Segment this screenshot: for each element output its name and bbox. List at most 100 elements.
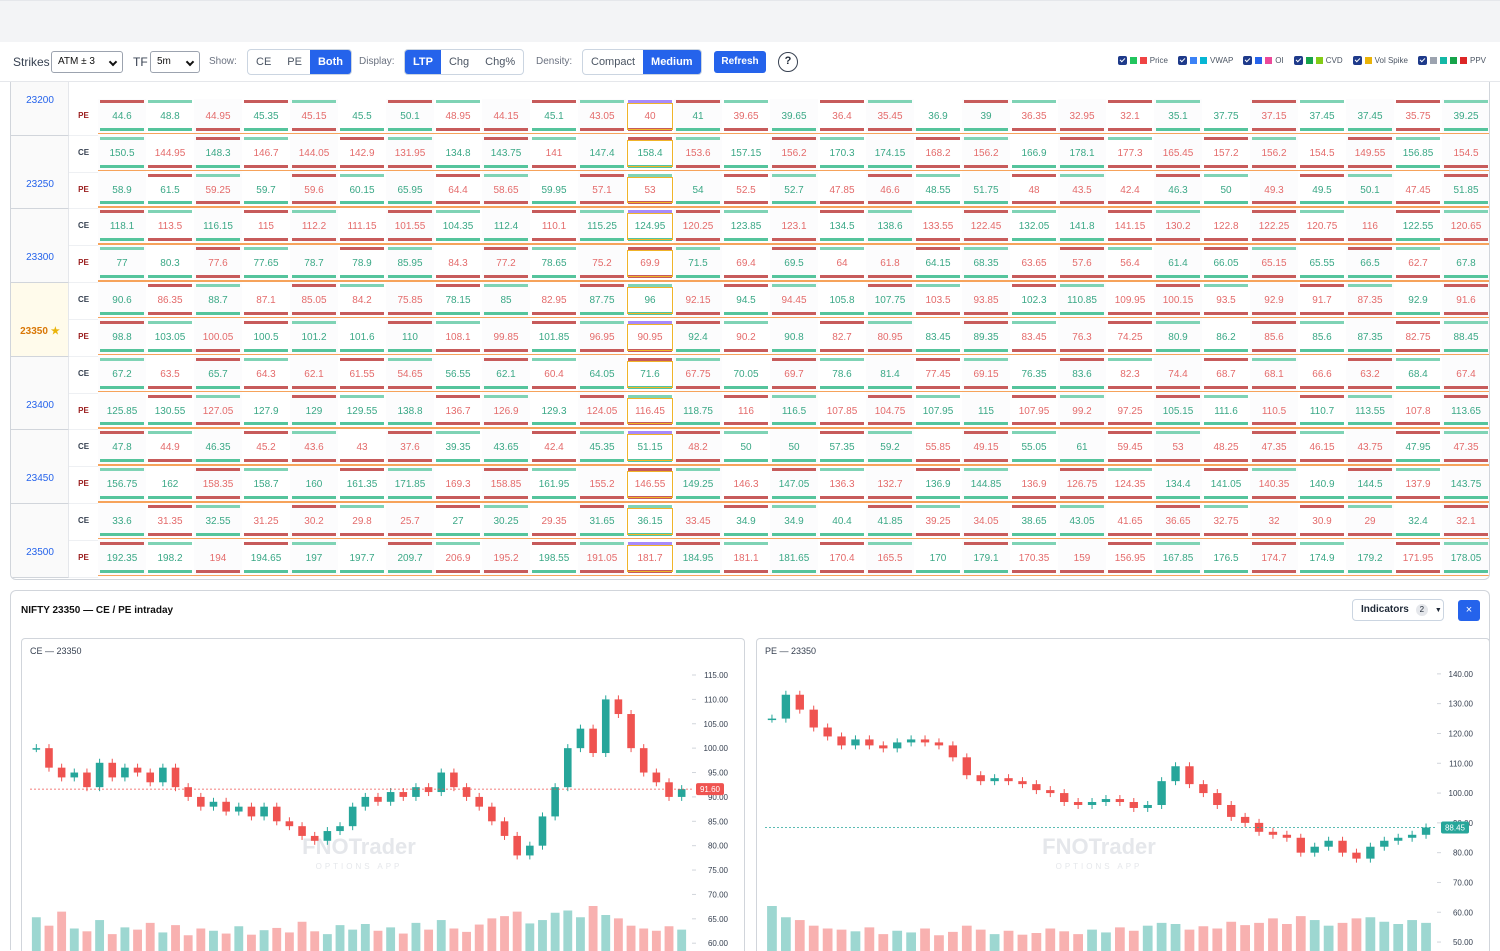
value: 32.95 (1058, 111, 1106, 122)
legend-item[interactable]: PPV (1418, 56, 1486, 65)
top-bar (196, 100, 240, 103)
grid-cell: 55.05 (1010, 430, 1058, 467)
grid-cell: 113.65 (1442, 394, 1490, 431)
volume-bar (336, 925, 345, 951)
option[interactable]: PE (279, 50, 310, 74)
change-bar (964, 422, 1008, 425)
change-bar (292, 128, 336, 131)
top-bar (1444, 284, 1488, 287)
value: 85 (482, 295, 530, 306)
tf-select[interactable]: 5m (150, 51, 200, 73)
legend-item[interactable]: CVD (1294, 56, 1343, 65)
top-bar (196, 247, 240, 250)
option[interactable]: Medium (643, 50, 701, 74)
option[interactable]: Chg% (477, 50, 523, 74)
top-bar (820, 358, 864, 361)
grid-cell: 45.35 (578, 430, 626, 467)
top-bar (772, 468, 816, 471)
candle (837, 736, 845, 745)
candle (893, 742, 901, 748)
strikes-select[interactable]: ATM ± 3 (51, 51, 123, 73)
change-bar (1108, 422, 1152, 425)
grid-cell: 61 (1058, 430, 1106, 467)
top-bar (100, 395, 144, 398)
value: 37.45 (1298, 111, 1346, 122)
candle (1116, 799, 1124, 802)
volume-bar (449, 929, 458, 951)
grid-cell: 136.9 (1010, 467, 1058, 504)
grid-cell: 50.1 (1346, 173, 1394, 210)
top-bar (1444, 468, 1488, 471)
value: 149.25 (674, 479, 722, 490)
top-bar (1252, 542, 1296, 545)
value: 191.05 (578, 553, 626, 564)
grid-cell: 156.95 (1106, 541, 1154, 578)
grid-cell: 116.5 (770, 394, 818, 431)
change-bar (580, 128, 624, 131)
help-button[interactable]: ? (778, 52, 798, 72)
top-bar (100, 431, 144, 434)
grid-cell: 68.4 (1394, 357, 1442, 394)
top-bar (340, 542, 384, 545)
grid-cell: 75.85 (386, 283, 434, 320)
value: 44.95 (194, 111, 242, 122)
change-bar (1204, 422, 1248, 425)
change-bar (1300, 459, 1344, 462)
top-bar (724, 358, 768, 361)
legend-item[interactable]: VWAP (1178, 56, 1233, 65)
refresh-button[interactable]: Refresh (714, 51, 766, 73)
top-bar (1396, 358, 1440, 361)
change-bar (1012, 201, 1056, 204)
option[interactable]: LTP (405, 50, 441, 74)
vwap-line (578, 317, 626, 319)
legend-item[interactable]: Vol Spike (1353, 56, 1408, 65)
value: 59.2 (866, 442, 914, 453)
change-bar (1012, 275, 1056, 278)
vwap-line (242, 538, 290, 540)
volume-bar (1004, 931, 1014, 951)
top-bar (436, 247, 480, 250)
top-bar (340, 321, 384, 324)
top-bar (1252, 505, 1296, 508)
change-bar (964, 165, 1008, 168)
y-tick-label: 95.00 (708, 769, 729, 778)
close-button[interactable]: × (1458, 600, 1480, 621)
value: 36.65 (1154, 516, 1202, 527)
option[interactable]: CE (248, 50, 279, 74)
value: 194.65 (242, 553, 290, 564)
candle (653, 773, 661, 783)
grid-cell: 138.8 (386, 394, 434, 431)
top-bar (1060, 137, 1104, 140)
change-bar (148, 165, 192, 168)
change-bar (1252, 238, 1296, 241)
highlight (627, 250, 673, 277)
grid-cell: 113.55 (1346, 394, 1394, 431)
legend-item[interactable]: Price (1118, 56, 1168, 65)
option[interactable]: Chg (441, 50, 477, 74)
volume-bar (665, 926, 674, 951)
change-bar (100, 459, 144, 462)
change-bar (436, 422, 480, 425)
change-bar (1300, 275, 1344, 278)
top-bar (916, 247, 960, 250)
vwap-line (1394, 354, 1442, 356)
vwap-line (914, 133, 962, 135)
legend-item[interactable]: OI (1243, 56, 1283, 65)
change-bar (436, 570, 480, 573)
grid-cell: 67.2 (98, 357, 146, 394)
change-bar (724, 128, 768, 131)
change-bar (196, 459, 240, 462)
grid-cell: 30.9 (1298, 504, 1346, 541)
grid-cell: 85.6 (1250, 320, 1298, 357)
grid-cell: 34.05 (962, 504, 1010, 541)
option[interactable]: Both (310, 50, 351, 74)
vwap-line (1346, 206, 1394, 208)
top-bar (580, 468, 624, 471)
value: 146.7 (242, 148, 290, 159)
change-bar (1444, 422, 1488, 425)
indicators-button[interactable]: Indicators 2 ▼ (1352, 599, 1444, 621)
top-bar (580, 210, 624, 213)
option[interactable]: Compact (583, 50, 643, 74)
grid-cell: 65.55 (1298, 246, 1346, 283)
value: 123.1 (770, 221, 818, 232)
